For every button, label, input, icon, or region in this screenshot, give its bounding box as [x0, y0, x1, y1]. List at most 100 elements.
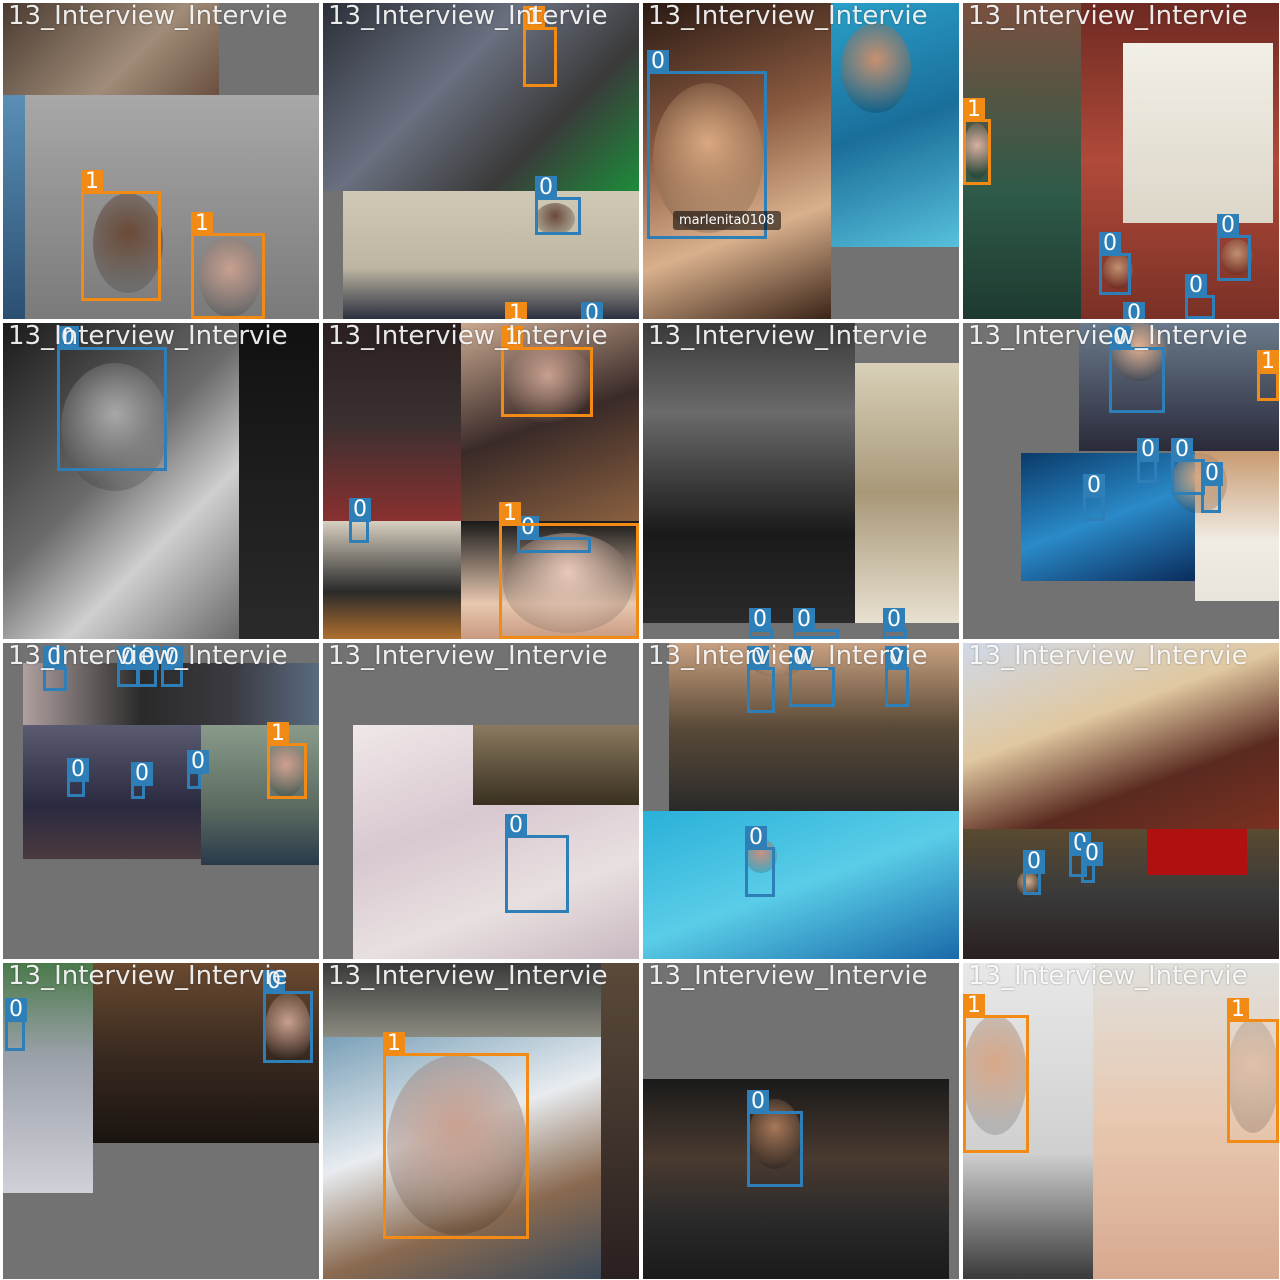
mosaic-photo-fragment [25, 95, 319, 319]
mosaic-tile-12: 13_Interview_Intervie 0 0 0 [963, 643, 1279, 959]
tile-title: 13_Interview_Intervie [968, 3, 1248, 31]
tile-title: 13_Interview_Intervie [968, 643, 1248, 671]
detection-class-label: 0 [131, 762, 153, 786]
mosaic-photo-fragment [963, 643, 1279, 829]
detection-class-label: 1 [523, 6, 545, 30]
detection-class-label: 1 [963, 98, 985, 122]
face-region [1017, 871, 1039, 897]
detection-box-class-0: 0 [161, 646, 183, 687]
mosaic-photo-fragment [643, 323, 855, 623]
face-region [1227, 1019, 1279, 1133]
face-region [93, 193, 163, 293]
detection-box-class-0: 0 [885, 646, 909, 707]
detection-box-class-0: 0 [5, 998, 27, 1051]
mosaic-photo-fragment [323, 3, 639, 191]
detection-class-label: 0 [263, 970, 285, 994]
detection-box-class-0: 0 [1083, 474, 1105, 521]
tile-title: 13_Interview_Intervie [8, 963, 288, 991]
tile-title: 13_Interview_Intervie [968, 963, 1248, 991]
mosaic-photo-fragment [1021, 453, 1199, 581]
detection-class-label: 0 [1023, 850, 1045, 874]
detection-class-label: 1 [963, 994, 985, 1018]
detection-class-label: 0 [1137, 438, 1159, 462]
tile-title: 13_Interview_Intervie [8, 323, 288, 351]
detection-box-class-1: 1 [501, 326, 593, 417]
mosaic-tile-14: 13_Interview_Intervie 1 [323, 963, 639, 1279]
face-region [265, 993, 311, 1065]
photo-watermark-caption: marlenita0108 [673, 211, 781, 230]
detection-box-class-0: 0 [1109, 326, 1165, 413]
detection-class-label: 1 [499, 502, 521, 526]
face-region [535, 203, 575, 235]
detection-box-class-1: 1 [523, 6, 557, 87]
detection-box-class-0: 0 [789, 646, 835, 707]
detection-class-label: 1 [81, 170, 103, 194]
detection-class-label: 0 [885, 646, 907, 670]
detection-class-label: 0 [1081, 842, 1103, 866]
detection-box-class-1: 1 [1227, 998, 1279, 1143]
mosaic-photo-fragment [323, 323, 461, 521]
detection-box-class-1: 1 [963, 994, 1029, 1153]
mosaic-tile-13: 13_Interview_Intervie 0 0 [3, 963, 319, 1279]
detection-class-label: 1 [501, 326, 523, 350]
detection-box-class-0: 0 [535, 176, 581, 235]
detection-box-class-1: 1 [81, 170, 161, 301]
detection-box-class-0: 0 [131, 762, 153, 799]
detection-box-class-0: 0 [517, 516, 591, 553]
face-region [199, 237, 261, 317]
detection-class-label: 1 [191, 212, 213, 236]
tile-title: 13_Interview_Intervie [648, 323, 928, 351]
detection-box-class-0: 0 [1217, 214, 1251, 281]
detection-box-class-0: 0 [349, 498, 371, 543]
detection-box-class-0: 0 [793, 608, 839, 639]
mosaic-photo-fragment [201, 725, 319, 865]
detection-box-class-0: 0 [1201, 462, 1223, 513]
face-region [841, 23, 911, 113]
face-region [503, 533, 633, 633]
detection-class-label: 0 [349, 498, 371, 522]
detection-class-label: 0 [1201, 462, 1223, 486]
detection-box-class-0: 0 [1137, 438, 1159, 483]
mosaic-tile-6: 13_Interview_Intervie 1 0 0 1 [323, 323, 639, 639]
detection-class-label: 0 [793, 608, 815, 632]
detection-class-label: 0 [1185, 274, 1207, 298]
detection-box-class-0: 0 [1081, 842, 1103, 883]
detection-box-class-0: 0 [749, 608, 773, 639]
tile-title: 13_Interview_Intervie [328, 963, 608, 991]
mosaic-photo-fragment [3, 95, 25, 319]
mosaic-photo-fragment [473, 725, 639, 805]
detection-class-label: 0 [749, 608, 771, 632]
detection-class-label: 0 [137, 646, 159, 670]
mosaic-tile-9: 13_Interview_Intervie 0 0 0 0 0 0 0 1 [3, 643, 319, 959]
detection-class-label: 0 [789, 646, 811, 670]
mosaic-photo-fragment [1147, 829, 1247, 875]
tile-title: 13_Interview_Intervie [328, 643, 608, 671]
mosaic-tile-15: 13_Interview_Intervie 0 [643, 963, 959, 1279]
mosaic-tile-1: 13_Interview_Intervie 1 1 [3, 3, 319, 319]
detection-class-label: 1 [267, 722, 289, 746]
detection-class-label: 0 [67, 758, 89, 782]
detection-class-label: 1 [383, 1032, 405, 1056]
mosaic-tile-2: 13_Interview_Intervie 1 0 1 0 [323, 3, 639, 319]
detection-box-class-0: 0 [747, 646, 775, 713]
detection-box-class-0: 0 [883, 608, 907, 639]
detection-box-class-1: 1 [383, 1032, 529, 1239]
detection-class-label: 0 [1099, 232, 1121, 256]
detection-box-class-1: 1 [963, 98, 991, 185]
mosaic-photo-fragment [23, 725, 201, 859]
detection-box-class-0: 0 [1185, 274, 1215, 319]
face-region [963, 123, 991, 179]
face-region [653, 83, 763, 233]
detection-box-class-0: 0 [57, 326, 167, 471]
detection-class-label: 0 [1171, 438, 1193, 462]
mosaic-tile-7: 13_Interview_Intervie 0 0 0 [643, 323, 959, 639]
mosaic-tile-11: 13_Interview_Intervie 0 0 0 0 [643, 643, 959, 959]
detection-box-class-1: 1 [267, 722, 307, 799]
detection-box-class-0: 0 [263, 970, 313, 1063]
mosaic-tile-8: 13_Interview_Intervie 0 1 0 0 0 0 [963, 323, 1279, 639]
detection-box-class-1: 1 [499, 502, 639, 639]
detection-box-class-0: 0 [1099, 232, 1131, 295]
mosaic-photo-fragment [643, 811, 959, 959]
detection-box-class-0: 0 [505, 814, 569, 913]
tile-title: 13_Interview_Intervie [648, 3, 928, 31]
